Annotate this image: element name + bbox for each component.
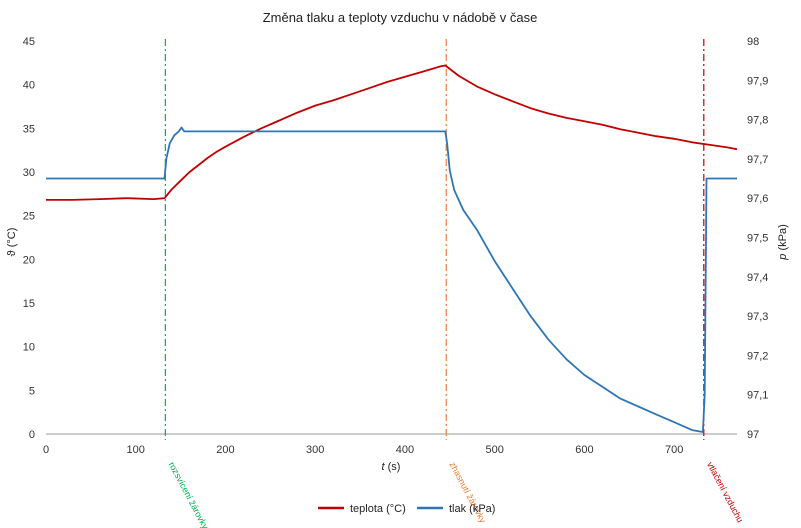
y-right-tick-10: 98 <box>747 36 759 48</box>
y-left-tick-1: 5 <box>29 385 35 397</box>
series-line-0 <box>46 64 738 201</box>
annotation-label-0: rozsvícení žárovky <box>167 460 211 528</box>
x-tick-3: 300 <box>306 444 324 456</box>
y-left-label: ϑ (°C) <box>6 228 18 257</box>
right-axis-ticks: 97 97,1 97,2 97,3 97,4 97,5 97,6 97,7 97,8 97,9 98 <box>747 36 768 441</box>
y-right-tick-5: 97,5 <box>747 233 768 245</box>
annotation-label-1: zhasnutí žárovky <box>447 460 488 525</box>
y-right-label: p (kPa) <box>777 224 789 260</box>
x-axis-label-var: t <box>382 461 386 473</box>
y-right-tick-3: 97,3 <box>747 311 768 323</box>
series-layer <box>46 64 738 433</box>
left-axis-ticks: 0 5 10 15 20 25 30 35 40 45 <box>23 36 35 441</box>
y-right-tick-6: 97,6 <box>747 193 768 205</box>
y-left-tick-8: 40 <box>23 80 35 92</box>
y-left-tick-9: 45 <box>23 36 35 48</box>
y-left-tick-5: 25 <box>23 211 35 223</box>
y-right-tick-1: 97,1 <box>747 390 768 402</box>
y-right-tick-9: 97,9 <box>747 75 768 87</box>
y-right-tick-4: 97,4 <box>747 272 768 284</box>
y-left-tick-4: 20 <box>23 254 35 266</box>
x-axis-label: t (s) <box>382 461 401 473</box>
y-right-tick-2: 97,2 <box>747 350 768 362</box>
annotations: rozsvícení žárovky zhasnutí žárovky vtlače… <box>164 39 745 528</box>
y-left-tick-7: 35 <box>23 123 35 135</box>
legend-label-tlak: tlak (kPa) <box>449 503 495 515</box>
y-left-tick-2: 10 <box>23 342 35 354</box>
x-tick-6: 600 <box>575 444 593 456</box>
x-tick-5: 500 <box>486 444 504 456</box>
y-left-tick-6: 30 <box>23 167 35 179</box>
x-tick-2: 200 <box>216 444 234 456</box>
x-tick-0: 0 <box>43 444 49 456</box>
x-axis-ticks: 0 100 200 300 400 500 600 700 <box>43 444 683 456</box>
y-right-tick-0: 97 <box>747 429 759 441</box>
y-right-label-var: p <box>777 254 789 261</box>
series-line-1 <box>46 126 737 433</box>
y-right-tick-8: 97,8 <box>747 115 768 127</box>
y-left-tick-3: 15 <box>23 298 35 310</box>
chart-title: Změna tlaku a teploty vzduchu v nádobě v… <box>263 10 538 25</box>
legend-label-teplota: teplota (°C) <box>350 503 406 515</box>
x-tick-7: 700 <box>665 444 683 456</box>
x-axis-label-unit: (s) <box>385 461 401 473</box>
y-right-tick-7: 97,7 <box>747 154 768 166</box>
x-tick-1: 100 <box>127 444 145 456</box>
y-left-tick-0: 0 <box>29 429 35 441</box>
annotation-label-2: vtlačení vzduchu <box>705 460 745 524</box>
legend: teplota (°C) tlak (kPa) <box>318 503 495 515</box>
y-right-label-unit: (kPa) <box>777 224 789 253</box>
x-tick-4: 400 <box>396 444 414 456</box>
